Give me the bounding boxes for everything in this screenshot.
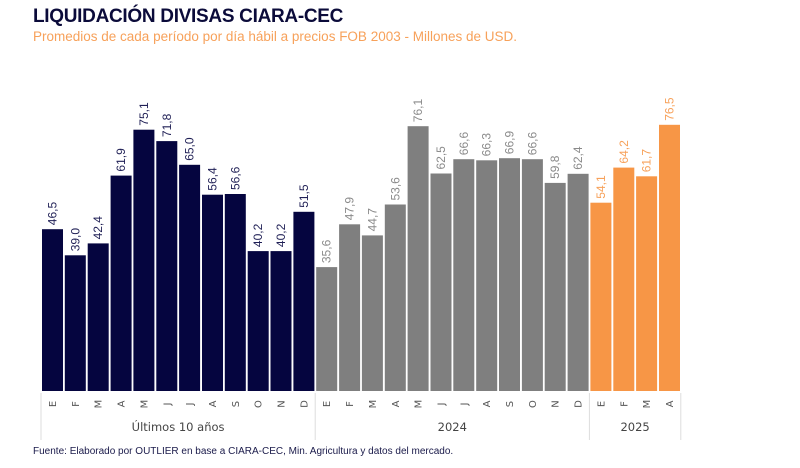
category-label: M: [368, 400, 379, 409]
category-label: F: [619, 401, 630, 407]
bar[interactable]: [110, 175, 132, 391]
category-label: J: [162, 403, 173, 407]
value-label: 56,4: [206, 167, 220, 191]
bar[interactable]: [499, 158, 520, 391]
bar[interactable]: [316, 267, 338, 391]
value-label: 75,1: [137, 102, 151, 126]
value-label: 56,6: [228, 166, 242, 190]
category-label: F: [71, 401, 82, 407]
bar[interactable]: [453, 159, 475, 391]
bar[interactable]: [567, 173, 589, 391]
bar[interactable]: [87, 243, 109, 391]
bar[interactable]: [407, 126, 429, 391]
category-label: J: [459, 403, 470, 407]
value-label: 47,9: [343, 197, 357, 221]
group-label: 2025: [620, 420, 649, 434]
bar[interactable]: [42, 229, 63, 391]
bar[interactable]: [544, 182, 566, 391]
category-label: J: [185, 403, 196, 407]
category-label: E: [322, 401, 333, 407]
value-label: 39,0: [68, 228, 82, 252]
category-label: D: [299, 400, 310, 408]
bar[interactable]: [659, 124, 680, 392]
bar[interactable]: [384, 204, 406, 392]
bar[interactable]: [636, 176, 658, 391]
source-note: Fuente: Elaborado por OUTLIER en base a …: [33, 446, 454, 457]
value-label: 61,7: [640, 149, 654, 173]
value-label: 53,6: [388, 177, 402, 201]
category-label: N: [551, 400, 562, 407]
value-label: 40,2: [274, 223, 288, 247]
category-label: O: [254, 400, 265, 408]
value-label: 66,9: [503, 131, 517, 155]
value-label: 64,2: [617, 140, 631, 164]
value-label: 66,3: [480, 133, 494, 157]
category-label: M: [414, 400, 425, 409]
category-label: S: [505, 401, 516, 407]
bar[interactable]: [179, 164, 201, 391]
value-label: 76,5: [663, 97, 677, 121]
category-label: D: [574, 400, 585, 408]
bar[interactable]: [613, 167, 635, 391]
value-label: 76,1: [411, 99, 425, 123]
value-label: 42,4: [91, 216, 105, 240]
value-label: 66,6: [525, 132, 539, 156]
value-label: 62,4: [571, 146, 585, 170]
bar[interactable]: [64, 255, 86, 391]
category-label: A: [208, 400, 219, 407]
group-label: 2024: [438, 420, 467, 434]
value-label: 44,7: [365, 208, 379, 232]
category-label: A: [665, 400, 676, 407]
value-label: 51,5: [297, 184, 311, 208]
bar[interactable]: [590, 202, 612, 391]
value-label: 59,8: [548, 155, 562, 179]
bar[interactable]: [430, 173, 452, 392]
bar[interactable]: [247, 251, 269, 391]
category-label: O: [528, 400, 539, 408]
value-label: 35,6: [320, 239, 334, 263]
value-label: 54,1: [594, 175, 608, 199]
bar[interactable]: [361, 235, 383, 391]
chart-subtitle: Promedios de cada período por día hábil …: [33, 29, 518, 44]
bar[interactable]: [224, 194, 246, 391]
value-label: 62,5: [434, 146, 448, 170]
category-label: M: [94, 400, 105, 409]
value-label: 71,8: [160, 113, 174, 137]
category-label: F: [345, 401, 356, 407]
category-label: E: [48, 401, 59, 407]
chart-title: LIQUIDACIÓN DIVISAS CIARA-CEC: [33, 6, 344, 27]
value-label: 61,9: [114, 148, 128, 172]
category-label: M: [139, 400, 150, 409]
category-label: A: [482, 400, 493, 407]
value-label: 40,2: [251, 223, 265, 247]
bar[interactable]: [521, 159, 543, 391]
bar[interactable]: [339, 224, 361, 391]
value-label: 46,5: [46, 202, 60, 226]
category-label: M: [642, 400, 653, 409]
category-label: J: [437, 403, 448, 407]
category-label: A: [391, 400, 402, 407]
bar[interactable]: [476, 160, 498, 391]
bar[interactable]: [202, 194, 223, 391]
bar[interactable]: [293, 211, 315, 391]
bar[interactable]: [156, 141, 178, 391]
category-label: N: [277, 400, 288, 407]
category-label: A: [117, 400, 128, 407]
value-label: 65,0: [183, 137, 197, 161]
value-label: 66,6: [457, 132, 471, 156]
bar[interactable]: [133, 129, 155, 391]
category-label: S: [231, 401, 242, 407]
bar[interactable]: [270, 251, 292, 391]
group-label: Últimos 10 años: [132, 419, 225, 434]
category-label: E: [596, 401, 607, 407]
